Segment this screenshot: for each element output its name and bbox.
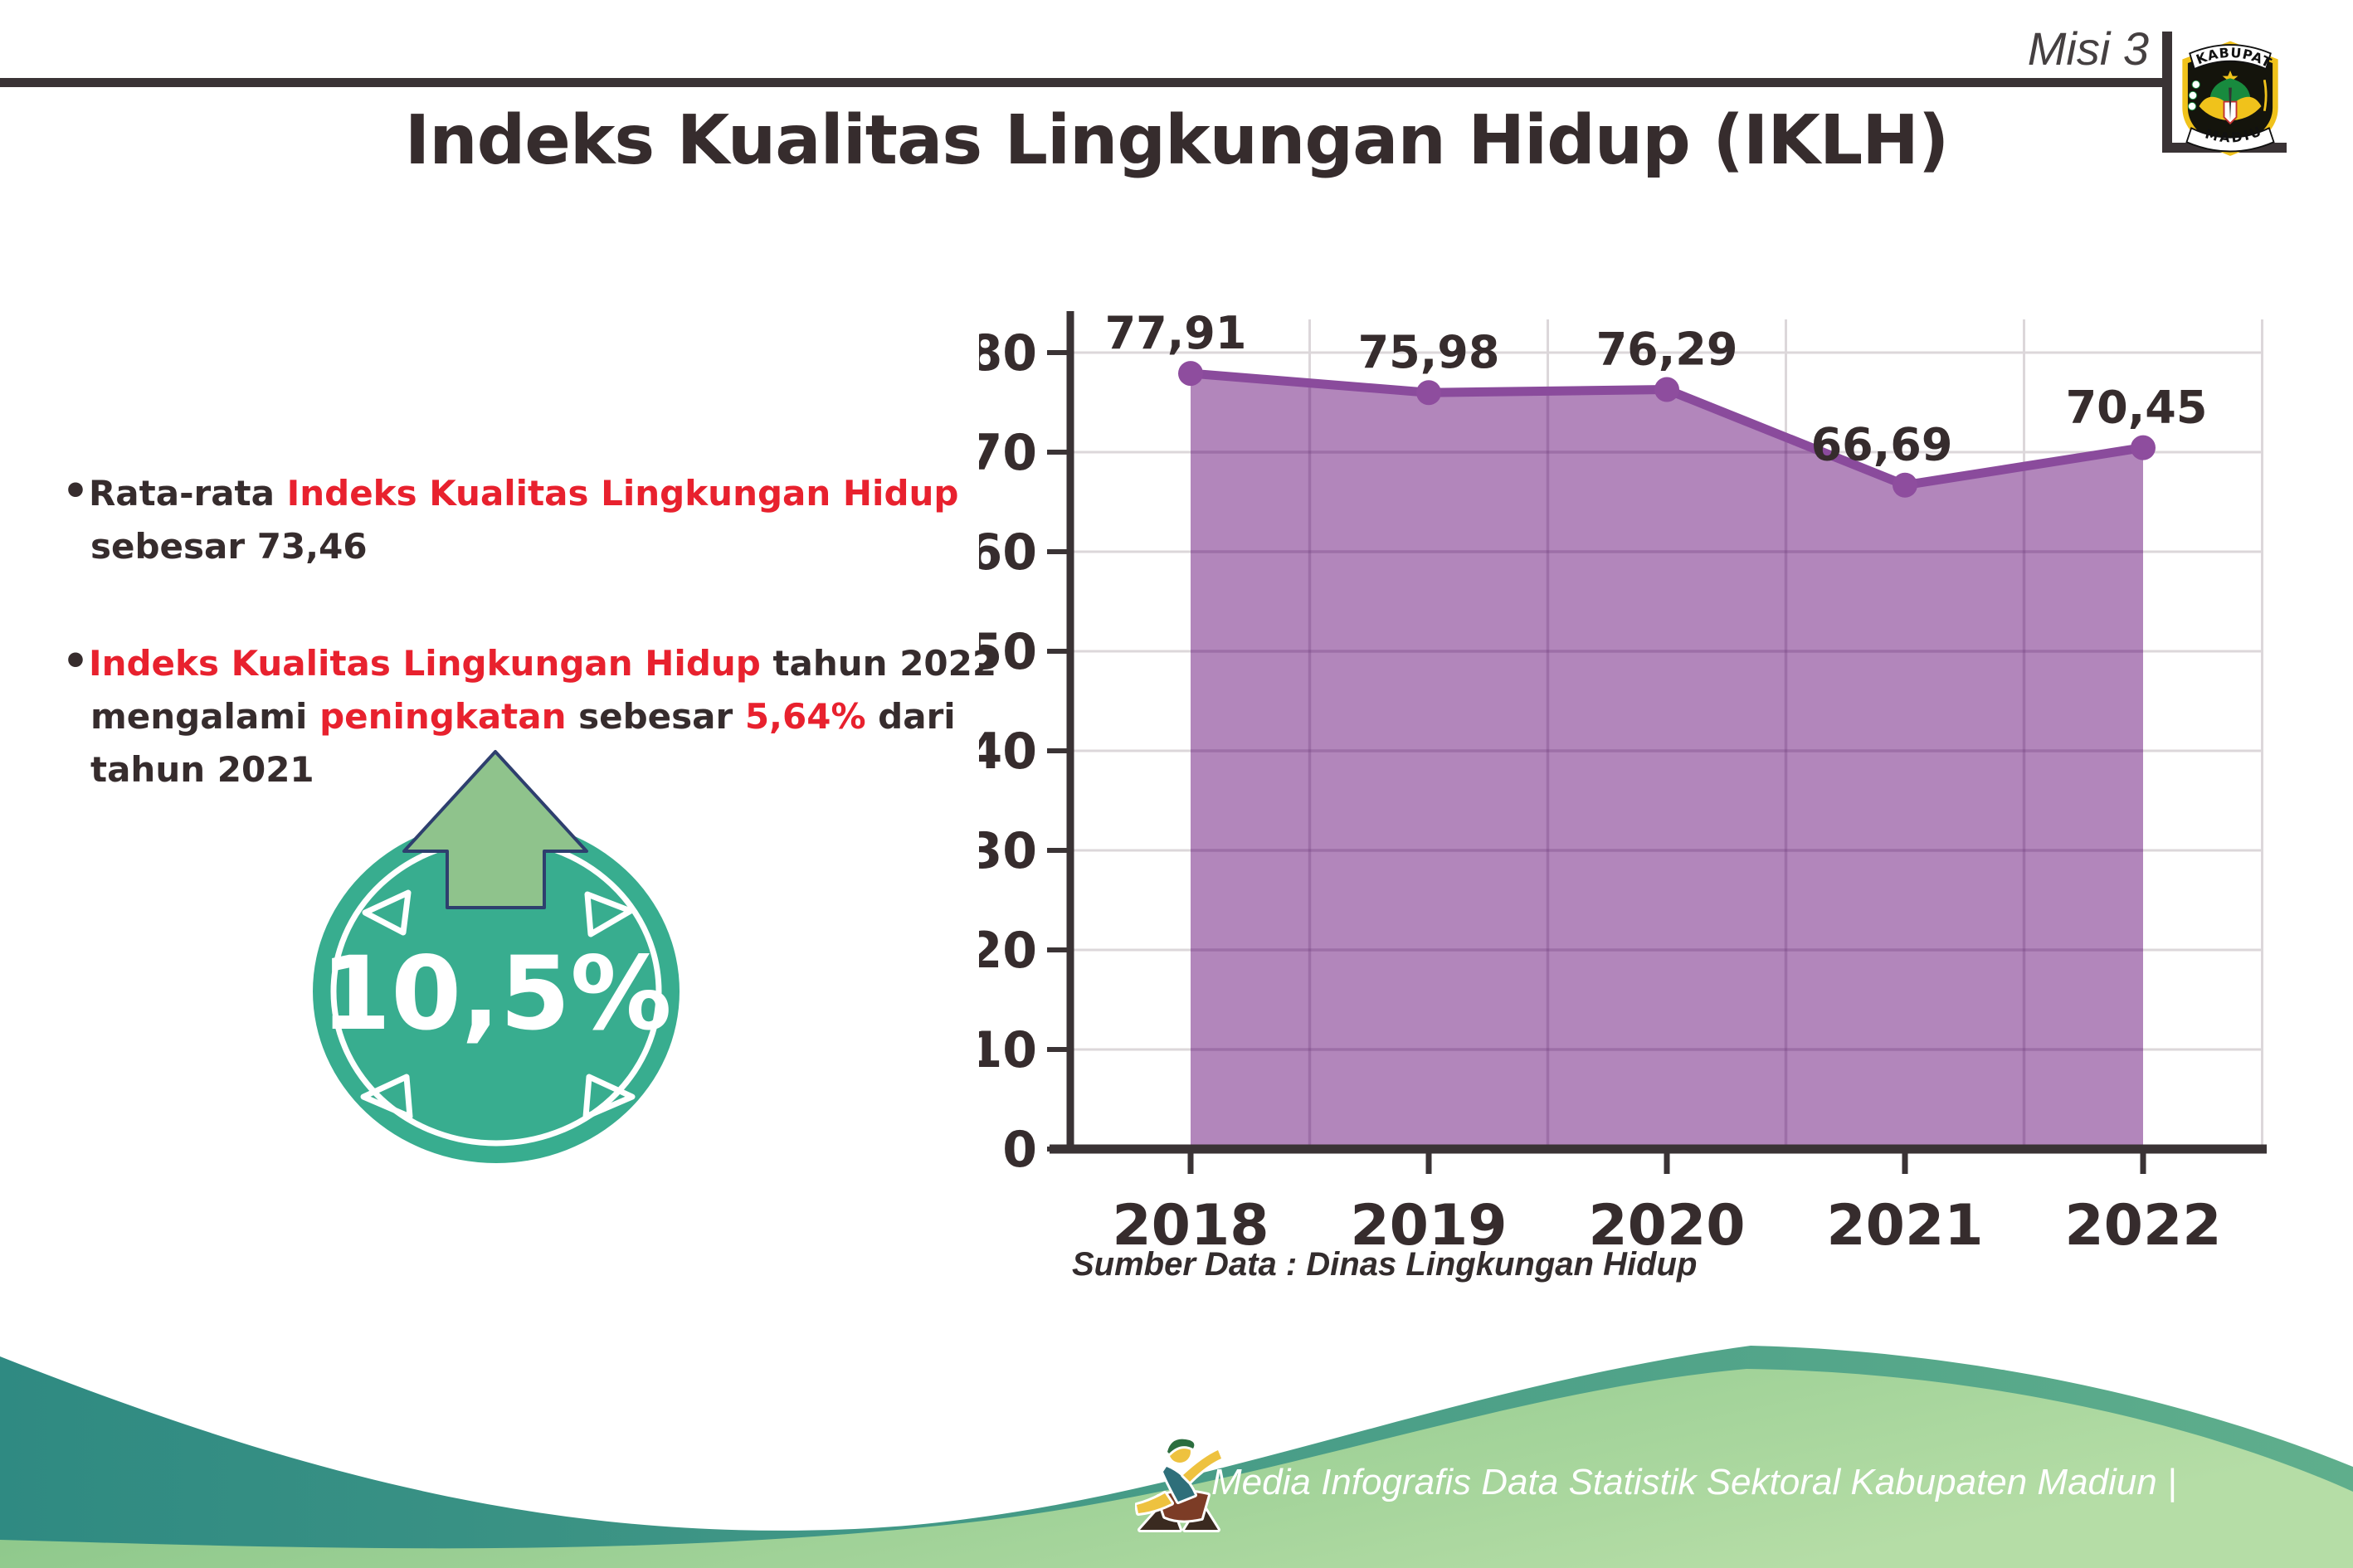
footer-credit: Media Infografis Data Statistik Sektoral…: [1211, 1462, 2177, 1502]
kabupaten-madiun-logo-icon: KABUPATEN MADIUN: [2167, 33, 2278, 156]
y-tick-label: 70: [979, 424, 1037, 482]
sparkle-triangle-icon: [362, 889, 412, 936]
up-arrow-icon: [402, 750, 588, 909]
bullet-text-segment: tahun 2022: [760, 643, 997, 684]
bullet-text-segment: sebesar: [566, 696, 745, 737]
logo-cotton-icon: [2188, 90, 2198, 100]
data-value-label: 70,45: [2066, 382, 2208, 434]
data-point-marker: [1893, 472, 1917, 498]
bullet-dot: •: [62, 467, 89, 515]
logo-cotton-icon: [2187, 101, 2197, 111]
x-tick-label: 2022: [2064, 1193, 2221, 1259]
sparkle-triangle-icon: [584, 891, 634, 937]
logo-wheat-icon: [2263, 79, 2268, 112]
corner-bracket-vertical: [2162, 32, 2172, 153]
sparkle-triangle-icon: [582, 1074, 636, 1120]
increase-badge: 10,5%: [313, 750, 680, 1163]
area-fill: [1191, 373, 2143, 1149]
badge-value: 10,5%: [320, 935, 671, 1053]
data-value-label: 66,69: [1811, 419, 1953, 471]
logo-kris-icon: [2229, 87, 2232, 120]
data-point-marker: [1178, 361, 1203, 387]
logo-top-ribbon: [2189, 44, 2272, 71]
y-tick-label: 20: [979, 922, 1037, 980]
bullet-text-segment: Indeks Kualitas Lingkungan Hidup: [88, 643, 761, 684]
y-tick-label: 50: [979, 623, 1037, 681]
bullet-text-segment: 5,64%: [744, 696, 866, 737]
bullet-text-segment: Rata-rata: [88, 473, 287, 514]
x-tick-label: 2018: [1112, 1193, 1269, 1259]
bullet-text-segment: mengalami: [90, 696, 320, 737]
data-value-label: 77,91: [1105, 307, 1247, 359]
sparkle-triangle-icon: [360, 1074, 413, 1120]
y-tick-label: 40: [979, 723, 1037, 781]
bullet-text-segment: sebesar 73,46: [90, 526, 368, 567]
bullet-text-segment: tahun 2021: [90, 749, 314, 790]
bullet-item: •Rata-rata Indeks Kualitas Lingkungan Hi…: [62, 465, 1033, 573]
x-tick-label: 2019: [1350, 1193, 1507, 1259]
mission-label: Misi 3: [2027, 22, 2149, 75]
bullet-list: •Rata-rata Indeks Kualitas Lingkungan Hi…: [62, 465, 1033, 858]
bullet-dot: •: [62, 637, 89, 685]
logo-left-wing-icon: [2199, 96, 2228, 120]
y-tick-label: 0: [1002, 1121, 1037, 1179]
data-point-marker: [1654, 377, 1679, 402]
y-tick-label: 80: [979, 324, 1037, 382]
chart-source-note: Sumber Data : Dinas Lingkungan Hidup: [1072, 1246, 1698, 1283]
y-tick-label: 30: [979, 822, 1037, 880]
footer-wave-green: [0, 1369, 2353, 1568]
logo-right-wing-icon: [2233, 96, 2262, 120]
logo-bottom-ribbon: [2185, 127, 2275, 153]
data-value-label: 76,29: [1596, 324, 1738, 376]
x-tick-label: 2020: [1588, 1193, 1745, 1259]
bullet-text-segment: dari: [865, 696, 956, 737]
bullet-text-segment: peningkatan: [319, 696, 567, 737]
iklh-area-chart: 77,91 75,98 76,29 66,69 70,45 0 10 20 30 40 50 60 70…: [979, 307, 2267, 1259]
data-value-label: 75,98: [1358, 326, 1500, 378]
data-point-marker: [2131, 435, 2156, 460]
bullet-item: •Indeks Kualitas Lingkungan Hidup tahun …: [62, 635, 1033, 796]
page-title: Indeks Kualitas Lingkungan Hidup (IKLH): [404, 101, 1950, 180]
logo-star-icon: [2222, 71, 2239, 85]
bullet-text-segment: Indeks Kualitas Lingkungan Hidup: [286, 473, 959, 514]
data-point-marker: [1416, 380, 1441, 406]
footer-wave: [0, 1346, 2353, 1568]
logo-cotton-icon: [2191, 80, 2200, 90]
header-rule: [0, 78, 2164, 87]
x-tick-label: 2021: [1826, 1193, 1983, 1259]
y-tick-label: 10: [979, 1021, 1037, 1079]
y-tick-label: 60: [979, 523, 1037, 582]
dancer-mascot-icon: [1135, 1436, 1224, 1532]
